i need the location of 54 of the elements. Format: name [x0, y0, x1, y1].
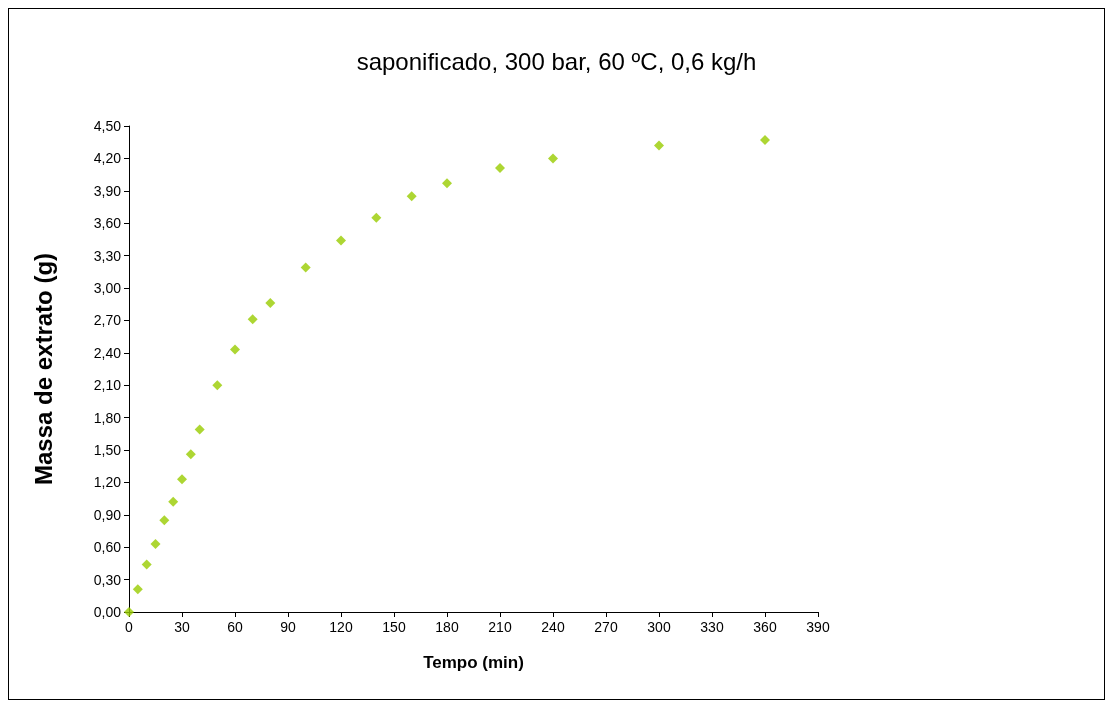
x-tick-label: 90 [280, 619, 296, 635]
point [168, 496, 179, 507]
point [760, 135, 770, 146]
point [177, 474, 187, 485]
point [212, 380, 223, 391]
x-tick-label: 150 [382, 619, 406, 635]
y-axis-title: Massa de extrato (g) [29, 252, 57, 486]
point [495, 163, 505, 174]
x-tick-label: 330 [700, 619, 724, 635]
y-tick-label: 3,00 [93, 280, 122, 296]
point [548, 153, 558, 164]
x-tick-label: 270 [594, 619, 618, 635]
y-tick-label: 2,70 [93, 312, 122, 329]
point [150, 538, 161, 549]
x-tick-label: 240 [541, 619, 565, 635]
x-tick-label: 30 [174, 619, 190, 635]
y-tick-label: 1,50 [93, 442, 122, 458]
x-tick-label: 180 [435, 619, 459, 635]
point [230, 344, 240, 355]
y-tick-label: 4,50 [93, 118, 122, 134]
x-tick-label: 0 [125, 619, 134, 635]
point [194, 424, 205, 435]
point [141, 559, 152, 570]
y-tick-label: 0,60 [93, 539, 122, 556]
x-tick-label: 390 [806, 619, 830, 635]
x-tick-label: 360 [753, 619, 777, 635]
x-tick-label: 60 [227, 619, 243, 635]
point [159, 515, 170, 526]
y-tick-label: 2,10 [93, 377, 122, 394]
point [442, 178, 452, 189]
x-tick-label: 120 [329, 619, 353, 635]
chart-title: saponificado, 300 bar, 60 ºC, 0,6 kg/h [356, 47, 757, 75]
y-tick-label: 0,30 [93, 571, 122, 588]
y-tick-label: 3,30 [93, 247, 122, 264]
x-axis-title: Tempo (min) [423, 653, 524, 672]
y-tick-label: 3,90 [93, 182, 122, 199]
point [371, 212, 382, 223]
point [265, 298, 276, 309]
y-tick-label: 3,60 [93, 215, 122, 232]
point [185, 449, 196, 460]
point [247, 314, 258, 325]
y-tick-label: 1,80 [93, 409, 122, 426]
point [300, 262, 311, 273]
y-tick-label: 0,90 [93, 506, 122, 523]
point [406, 191, 417, 202]
y-tick-label: 0,00 [93, 604, 122, 620]
point [132, 584, 143, 595]
y-tick-label: 4,20 [93, 150, 122, 167]
point [336, 235, 346, 246]
x-tick-label: 300 [647, 619, 671, 635]
x-tick-label: 210 [488, 619, 512, 635]
y-tick-label: 1,20 [93, 474, 122, 491]
y-tick-label: 2,40 [93, 344, 122, 361]
point [654, 140, 664, 151]
